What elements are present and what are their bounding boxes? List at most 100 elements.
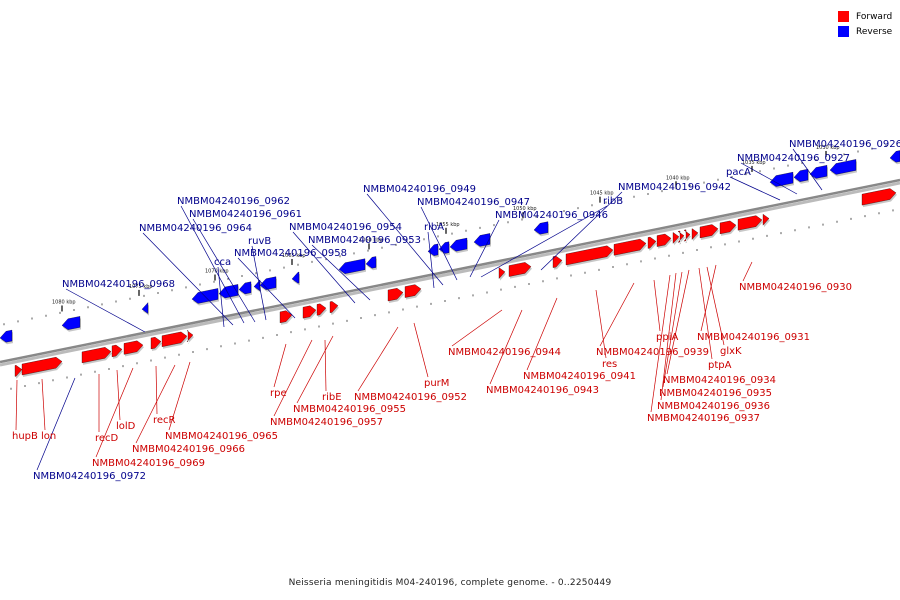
forward-gene-arrow-14 [498,267,506,279]
forward-gene-arrow-24 [691,228,699,240]
gene-leader-nmbm04240196-0936 [660,272,677,401]
backbone-line [0,178,900,364]
gene-leader-nmbm04240196-0934 [666,269,690,375]
reverse-gene-arrow-16 [769,171,794,187]
gene-label-nmbm04240196-0927: NMBM04240196_0927 [737,153,850,164]
gene-leader-nmbm04240196-0935 [662,271,683,388]
gene-leader-ribb [480,205,608,278]
gene-leader-nmbm04240196-0962 [180,205,245,324]
gene-label-nmbm04240196-0942: NMBM04240196_0942 [618,182,731,193]
reverse-gene-arrow-9 [338,258,366,274]
gene-label-lold: lolD [116,421,136,432]
kbp-tick-label: 1050 kbp [513,206,537,212]
forward-gene-arrow-25 [699,224,719,239]
forward-gene-arrow-8 [279,310,293,324]
forward-gene-arrow-5 [150,336,162,350]
gene-label-nmbm04240196-0962: NMBM04240196_0962 [177,196,290,207]
gene-leader-glxk [706,266,725,346]
gene-label-nmbm04240196-0961: NMBM04240196_0961 [189,209,302,220]
reverse-gene-arrow-14 [473,233,491,247]
reverse-gene-arrow-18 [809,165,828,179]
forward-gene-arrow-21 [672,232,680,244]
reverse-gene-arrow-15 [533,221,549,235]
forward-gene-arrow-1 [21,357,63,376]
gene-label-nmbm04240196-0969: NMBM04240196_0969 [92,458,205,469]
gene-label-nmbm04240196-0947: NMBM04240196_0947 [417,197,530,208]
map-caption: Neisseria meningitidis M04-240196, compl… [288,578,612,588]
gene-leader-res [595,289,607,359]
gene-leader-lon [41,378,46,431]
forward-gene-arrow-15 [508,262,532,277]
gene-label-purm: purM [424,378,449,389]
gene-label-recd: recD [95,433,119,444]
gene-label-recr: recR [153,415,176,426]
forward-gene-arrow-26 [719,220,737,235]
kbp-tick-label: 1065 kbp [282,253,306,259]
kbp-tick-label: 1060 kbp [359,237,383,243]
kbp-tick-label: 1035 kbp [742,160,766,166]
forward-gene-arrow-4 [123,340,144,355]
gene-leader-nmbm04240196-0954 [292,231,356,304]
gene-label-ruvb: ruvB [248,236,271,247]
reverse-gene-arrow-1 [61,316,81,330]
forward-gene-arrow-23 [683,229,691,242]
kbp-tick-label: 1045 kbp [590,191,614,197]
forward-gene-arrow-29 [861,188,897,206]
forward-swatch [838,11,849,22]
gene-leader-nmbm04240196-0926 [792,148,823,191]
gene-leader-nmbm04240196-0949 [366,193,444,286]
gene-leader-nmbm04240196-0968 [65,288,146,333]
gene-leader-nmbm04240196-0966 [135,364,176,444]
gene-leader-nmbm04240196-0943 [489,309,523,385]
kbp-tick-label: 1040 kbp [666,175,690,181]
reverse-gene-arrow-17 [793,168,809,182]
gene-leader-recr [155,365,158,415]
forward-gene-arrow-10 [316,303,327,316]
forward-gene-arrow-6 [161,331,188,347]
reverse-gene-arrow-5 [238,281,252,295]
forward-gene-arrow-12 [387,288,404,302]
reverse-gene-arrow-12 [438,241,450,254]
legend-reverse-label: Reverse [856,26,893,37]
gene-leader-ptpa [698,267,713,360]
forward-gene-arrow-27 [737,215,763,231]
reverse-gene-arrow-2 [141,302,149,314]
gene-leader-nmbm04240196-0961 [192,218,256,323]
gene-label-nmbm04240196-0958: NMBM04240196_0958 [234,248,347,259]
gene-label-nmbm04240196-0953: NMBM04240196_0953 [308,235,421,246]
gene-label-nmbm04240196-0931: NMBM04240196_0931 [697,332,810,343]
kbp-tick-label: 1070 kbp [205,269,229,275]
gene-leader-ruvb [251,245,267,321]
gene-leader-nmbm04240196-0969 [95,367,134,458]
gene-label-nmbm04240196-0952: NMBM04240196_0952 [354,392,467,403]
legend-reverse: Reverse [838,24,892,39]
legend-forward-label: Forward [856,11,893,22]
gene-label-nmbm04240196-0964: NMBM04240196_0964 [139,223,252,234]
reverse-gene-arrow-4 [218,284,239,299]
forward-gene-arrow-9 [302,305,317,319]
forward-gene-arrow-17 [565,245,614,266]
gene-leader-nmbm04240196-0964 [142,232,234,326]
gene-leader-riba [427,231,435,289]
gene-leader-nmbm04240196-0955 [296,335,334,404]
gene-label-lon: lon [41,431,56,442]
gene-leader-nmbm04240196-0957 [273,339,313,417]
kbp-tick-label: 1080 kbp [52,299,76,305]
kbp-tick-label: 1075 kbp [129,284,153,290]
gene-label-nmbm04240196-0930: NMBM04240196_0930 [739,282,852,293]
gene-label-nmbm04240196-0972: NMBM04240196_0972 [33,471,146,482]
gene-label-glxk: glxK [720,346,742,357]
reverse-gene-arrow-10 [365,256,377,269]
gene-label-nmbm04240196-0935: NMBM04240196_0935 [659,388,772,399]
gene-leader-nmbm04240196-0947 [420,206,458,281]
forward-gene-arrow-23-shadow [685,231,691,244]
kbp-tick-label: 1055 kbp [436,222,460,228]
gene-label-ribe: ribE [322,392,342,403]
gene-label-nmbm04240196-0946: NMBM04240196_0946 [495,210,608,221]
forward-gene-arrow-0 [14,365,23,377]
gene-leader-nmbm04240196-0958 [237,257,296,319]
gene-label-res: res [602,359,617,370]
reverse-gene-arrow-0 [0,329,13,343]
gene-leader-nmbm04240196-0937 [650,274,671,413]
gene-label-hupb: hupB [12,431,38,442]
